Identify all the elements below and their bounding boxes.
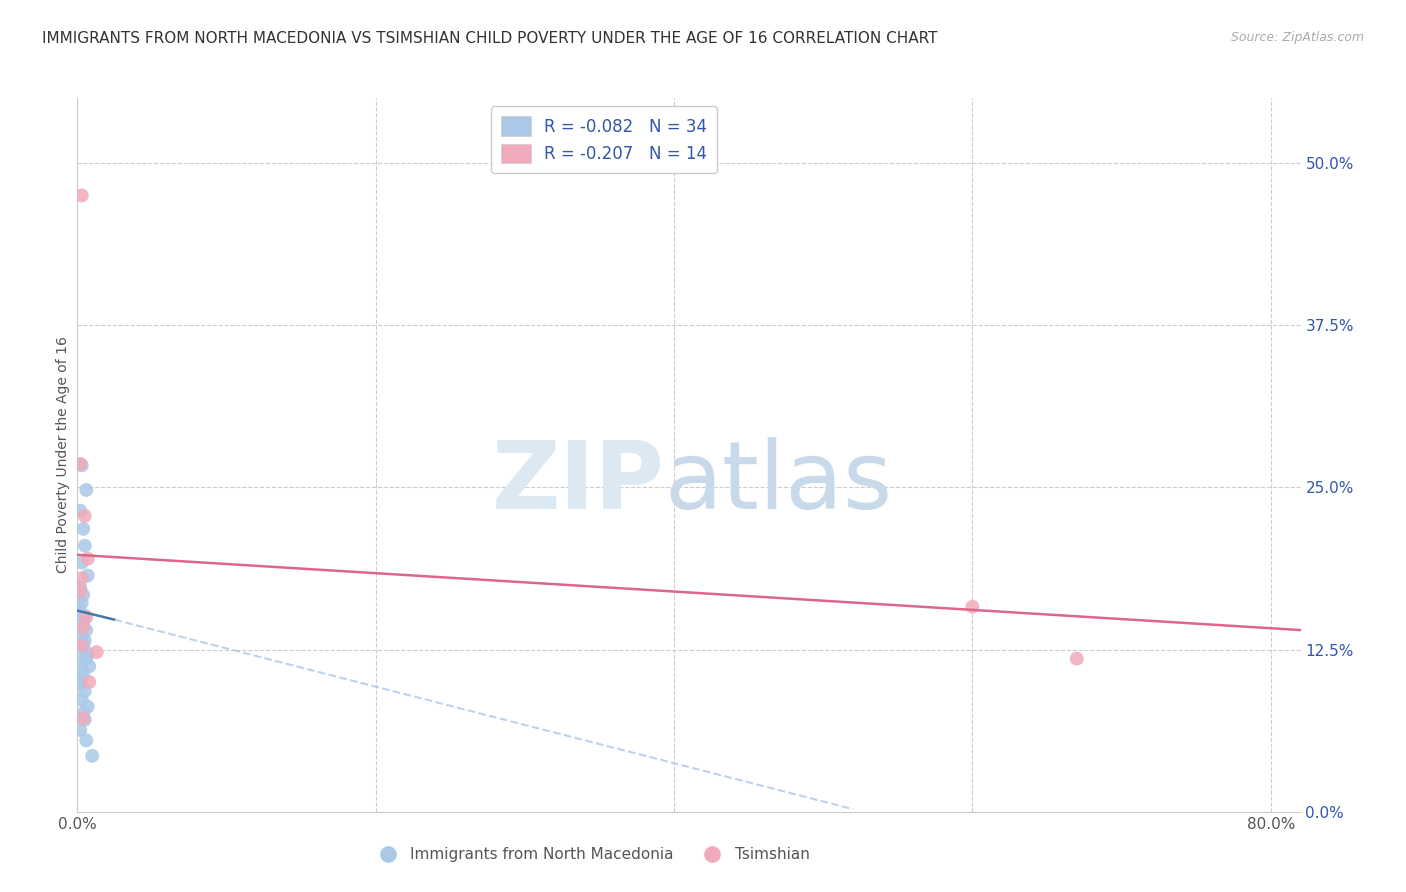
- Point: [70, 642, 93, 657]
- Point: [69, 619, 91, 633]
- Text: Source: ZipAtlas.com: Source: ZipAtlas.com: [1230, 31, 1364, 45]
- Point: [67, 602, 90, 616]
- Point: [75, 733, 97, 747]
- Point: [70, 556, 93, 570]
- Y-axis label: Child Poverty Under the Age of 16: Child Poverty Under the Age of 16: [56, 336, 70, 574]
- Point: [76, 568, 98, 582]
- Point: [72, 620, 94, 634]
- Point: [76, 699, 98, 714]
- Point: [72, 711, 94, 725]
- Point: [73, 713, 96, 727]
- Point: [82, 748, 104, 763]
- Point: [76, 647, 98, 661]
- Point: [73, 539, 96, 553]
- Point: [70, 671, 93, 685]
- Point: [69, 457, 91, 471]
- Point: [69, 676, 91, 690]
- Point: [70, 458, 93, 473]
- Text: atlas: atlas: [665, 437, 893, 530]
- Point: [70, 693, 93, 707]
- Point: [75, 483, 97, 497]
- Point: [69, 580, 91, 594]
- Point: [77, 659, 100, 673]
- Text: IMMIGRANTS FROM NORTH MACEDONIA VS TSIMSHIAN CHILD POVERTY UNDER THE AGE OF 16 C: IMMIGRANTS FROM NORTH MACEDONIA VS TSIMS…: [42, 31, 938, 46]
- Point: [75, 610, 97, 624]
- Point: [70, 639, 93, 653]
- Point: [72, 706, 94, 720]
- Point: [70, 596, 93, 610]
- Point: [70, 188, 93, 202]
- Point: [75, 651, 97, 665]
- Point: [70, 571, 93, 585]
- Point: [73, 508, 96, 523]
- Point: [72, 522, 94, 536]
- Point: [76, 551, 98, 566]
- Legend: Immigrants from North Macedonia, Tsimshian: Immigrants from North Macedonia, Tsimshi…: [366, 841, 815, 868]
- Point: [75, 623, 97, 637]
- Point: [73, 684, 96, 698]
- Point: [69, 723, 91, 737]
- Point: [73, 633, 96, 648]
- Point: [73, 608, 96, 623]
- Point: [962, 599, 984, 614]
- Point: [72, 588, 94, 602]
- Point: [72, 665, 94, 679]
- Point: [72, 639, 94, 653]
- Point: [72, 614, 94, 628]
- Point: [86, 645, 108, 659]
- Point: [69, 656, 91, 670]
- Point: [70, 628, 93, 642]
- Point: [1066, 651, 1088, 665]
- Point: [69, 584, 91, 599]
- Point: [77, 675, 100, 690]
- Point: [69, 504, 91, 518]
- Text: ZIP: ZIP: [492, 437, 665, 530]
